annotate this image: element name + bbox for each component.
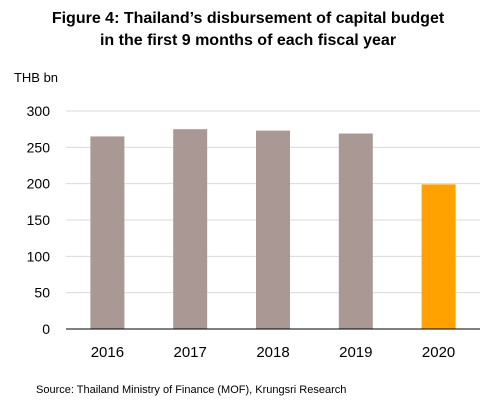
- y-tick-label: 0: [42, 321, 50, 337]
- x-tick-label: 2018: [256, 344, 289, 361]
- bar-2020: [421, 184, 456, 329]
- bar-2019: [338, 133, 373, 329]
- bar-2017: [173, 129, 208, 329]
- source-note: Source: Thailand Ministry of Finance (MO…: [36, 384, 347, 396]
- bar-2016: [90, 136, 125, 329]
- x-tick-label: 2016: [91, 344, 124, 361]
- y-tick-label: 50: [34, 285, 50, 301]
- y-tick-label: 150: [27, 212, 51, 228]
- y-axis-ticks: 0 50 100 150 200 250 300: [27, 103, 51, 337]
- chart-title-line-1: Figure 4: Thailand’s disbursement of cap…: [51, 10, 445, 27]
- y-tick-label: 100: [27, 248, 51, 264]
- y-tick-label: 250: [27, 139, 51, 155]
- x-tick-label: 2017: [174, 344, 207, 361]
- bar-2018: [256, 130, 290, 329]
- y-tick-label: 300: [27, 103, 51, 119]
- x-tick-label: 2020: [422, 344, 455, 361]
- y-axis-unit-label: THB bn: [14, 70, 58, 85]
- x-tick-label: 2019: [339, 344, 372, 361]
- x-axis-ticks: 2016 2017 2018 2019 2020: [91, 344, 456, 361]
- chart-title: Figure 4: Thailand’s disbursement of cap…: [0, 8, 496, 52]
- y-tick-label: 200: [27, 176, 51, 192]
- chart-title-line-2: in the first 9 months of each fiscal yea…: [99, 32, 397, 49]
- bars: [90, 129, 456, 329]
